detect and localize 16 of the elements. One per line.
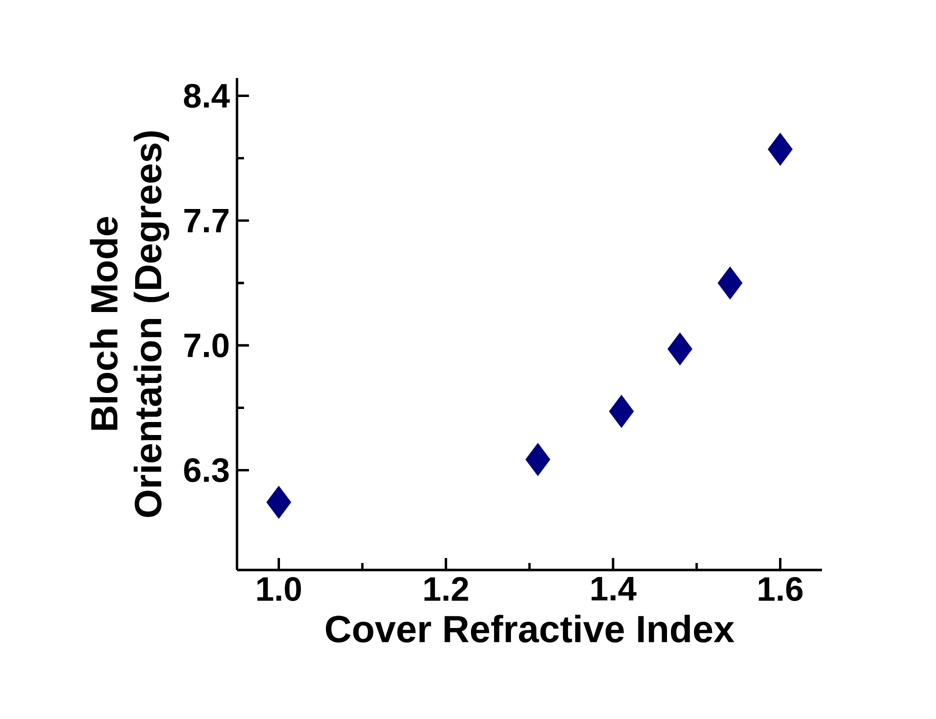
x-axis-title: Cover Refractive Index (326, 614, 734, 643)
point (668, 332, 692, 366)
x-tick-label: 1.6 (758, 577, 803, 602)
y-tick-label: 7.7 (184, 208, 228, 232)
y-tick-label: 8.4 (184, 84, 230, 108)
x-tick-label: 1.0 (257, 577, 301, 602)
x-tick-label: 1.4 (592, 577, 636, 600)
y-tick-label: 7.0 (184, 333, 229, 358)
point (266, 486, 292, 519)
point (768, 132, 793, 166)
point (526, 443, 550, 476)
y-axis-title: Bloch Mode Orientation (Degrees) (90, 131, 170, 518)
x-tick-label: 1.2 (424, 577, 468, 601)
y-tick-label: 6.3 (184, 458, 229, 482)
point (718, 266, 742, 300)
point (609, 395, 634, 428)
